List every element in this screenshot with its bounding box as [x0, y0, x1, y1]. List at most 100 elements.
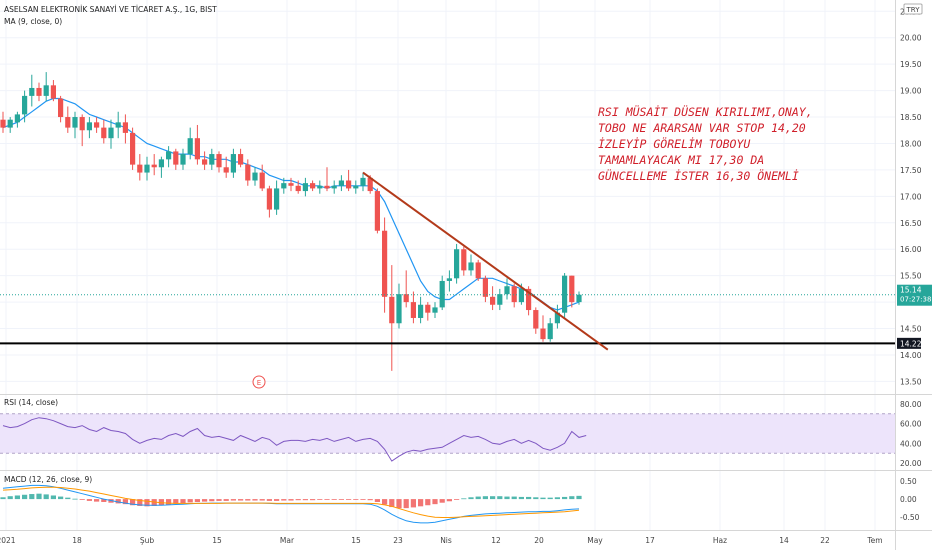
candle[interactable]	[410, 291, 416, 324]
candle[interactable]	[425, 302, 431, 321]
candle[interactable]	[533, 307, 539, 334]
candle[interactable]	[302, 177, 308, 197]
candle[interactable]	[194, 124, 200, 165]
candle[interactable]	[511, 283, 517, 308]
horizontal-line-tag[interactable]: 14.22	[897, 337, 922, 349]
candle[interactable]	[317, 180, 323, 194]
candle[interactable]	[202, 151, 208, 170]
candle[interactable]	[389, 265, 395, 371]
candle[interactable]	[468, 254, 474, 276]
candle[interactable]	[245, 159, 251, 186]
rsi-legend[interactable]: RSI (14, close)	[4, 398, 58, 407]
candle[interactable]	[504, 278, 510, 300]
price-pane[interactable]	[0, 72, 895, 371]
candle[interactable]	[65, 106, 71, 133]
candle[interactable]	[137, 154, 143, 181]
candle[interactable]	[554, 304, 560, 329]
candle[interactable]	[382, 217, 388, 313]
candle[interactable]	[22, 90, 28, 123]
candle[interactable]	[173, 148, 179, 170]
candle[interactable]	[547, 317, 553, 342]
candle[interactable]	[29, 74, 35, 107]
candle[interactable]	[497, 288, 503, 311]
candle[interactable]	[461, 246, 467, 276]
candle[interactable]	[187, 127, 193, 160]
candle[interactable]	[562, 273, 568, 318]
candle[interactable]	[158, 156, 164, 178]
candle[interactable]	[223, 156, 229, 178]
candle[interactable]	[439, 275, 445, 311]
macd-legend[interactable]: MACD (12, 26, close, 9)	[4, 475, 92, 484]
candle[interactable]	[122, 114, 128, 144]
candle[interactable]	[0, 111, 6, 133]
candle[interactable]	[310, 180, 316, 192]
candle[interactable]	[353, 180, 359, 194]
candle[interactable]	[482, 275, 488, 303]
earnings-marker-icon[interactable]: E	[252, 375, 266, 389]
candle[interactable]	[331, 180, 337, 194]
candle[interactable]	[209, 148, 215, 170]
candle[interactable]	[238, 148, 244, 168]
candle[interactable]	[281, 177, 287, 194]
candle[interactable]	[180, 148, 186, 170]
candle[interactable]	[50, 80, 56, 102]
candle[interactable]	[79, 114, 85, 147]
candle[interactable]	[252, 167, 258, 186]
candle[interactable]	[490, 286, 496, 311]
macd-histogram-bar	[490, 496, 496, 500]
candle-body	[490, 296, 496, 305]
candle[interactable]	[360, 172, 366, 192]
candle[interactable]	[403, 270, 409, 308]
candle[interactable]	[540, 315, 546, 342]
candle[interactable]	[230, 148, 236, 178]
candle[interactable]	[432, 302, 438, 318]
candle[interactable]	[454, 243, 460, 284]
candle[interactable]	[151, 154, 157, 176]
macd-histogram-bar	[216, 499, 222, 501]
candle[interactable]	[144, 156, 150, 181]
candle[interactable]	[7, 117, 13, 133]
candle[interactable]	[396, 283, 402, 329]
candle[interactable]	[101, 119, 107, 144]
candle[interactable]	[36, 82, 42, 102]
candle[interactable]	[166, 146, 172, 168]
candle[interactable]	[94, 117, 100, 133]
candle[interactable]	[418, 296, 424, 324]
candle[interactable]	[576, 291, 582, 305]
candle[interactable]	[72, 111, 78, 139]
candle[interactable]	[475, 259, 481, 281]
rsi-pane[interactable]	[0, 413, 895, 462]
ma-legend[interactable]: MA (9, close, 0)	[4, 17, 62, 26]
macd-histogram-bar	[482, 496, 488, 500]
candle[interactable]	[338, 175, 344, 192]
candle[interactable]	[108, 119, 114, 149]
candle[interactable]	[526, 286, 532, 316]
svg-text:14.22: 14.22	[900, 339, 922, 348]
candle[interactable]	[324, 167, 330, 192]
currency-badge[interactable]: TRY	[903, 3, 923, 15]
candle[interactable]	[115, 111, 121, 139]
candle[interactable]	[346, 169, 352, 192]
candle-body	[353, 185, 359, 189]
candle[interactable]	[130, 127, 136, 170]
macd-pane[interactable]	[0, 484, 582, 524]
candle[interactable]	[43, 72, 49, 102]
price-tick-label: 18.00	[900, 139, 922, 148]
candle[interactable]	[58, 95, 64, 123]
annotation-text[interactable]: RSI MÜSAİT DÜSEN KIRILIMI,ONAY, TOBO NE …	[598, 103, 813, 183]
candle[interactable]	[569, 275, 575, 308]
candle[interactable]	[295, 180, 301, 194]
candle[interactable]	[86, 117, 92, 139]
candle[interactable]	[274, 180, 280, 215]
candle[interactable]	[446, 270, 452, 292]
candle[interactable]	[288, 177, 294, 192]
annotation-line-3: İZLEYİP GÖRELİM TOBOYU	[598, 135, 750, 151]
candle[interactable]	[14, 111, 20, 128]
trend-line[interactable]	[362, 171, 609, 351]
candle[interactable]	[216, 151, 222, 173]
price-tick-label: 16.00	[900, 245, 922, 254]
candle[interactable]	[374, 188, 380, 234]
candle[interactable]	[259, 164, 265, 192]
candle[interactable]	[266, 185, 272, 218]
